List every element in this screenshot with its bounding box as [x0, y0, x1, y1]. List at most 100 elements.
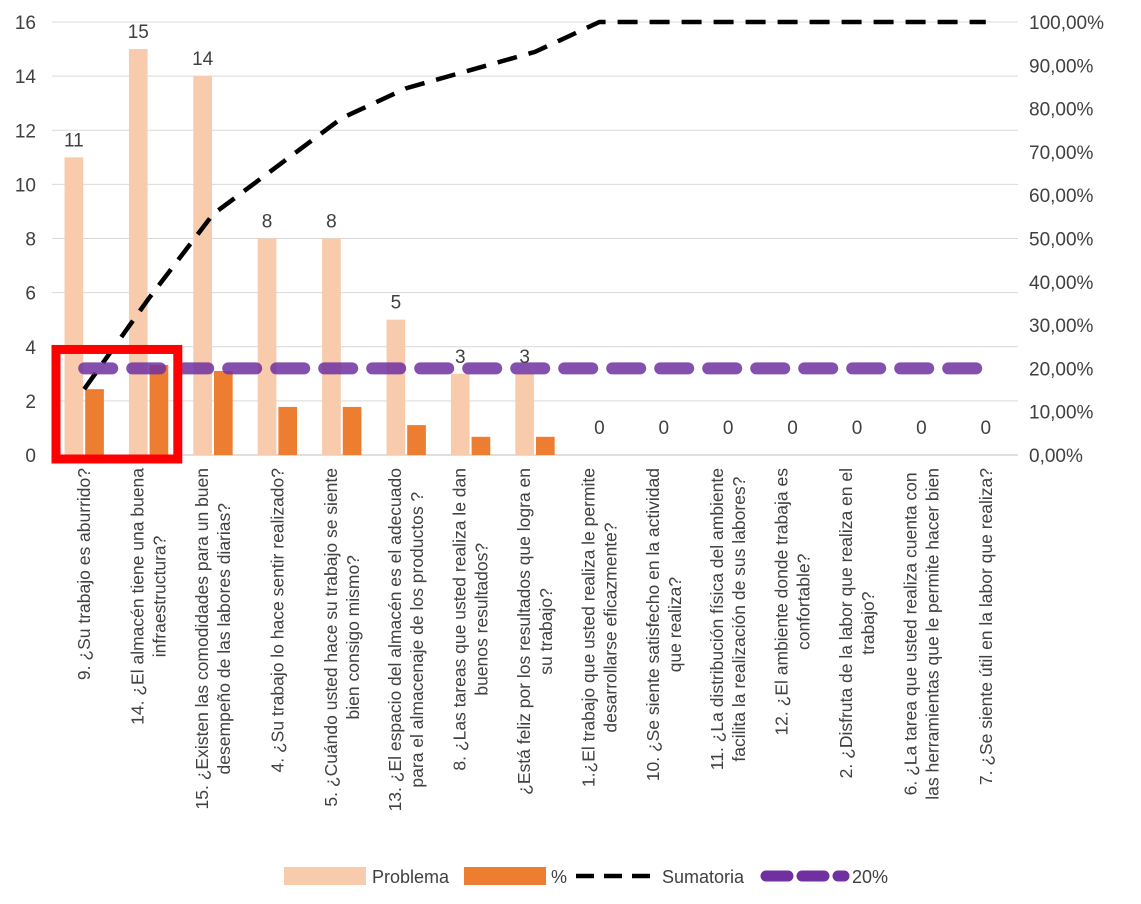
bar-problema-1 — [64, 157, 84, 455]
data-label-1: 11 — [64, 130, 84, 151]
category-label-8: ¿Está feliz por los resultados que logra… — [514, 468, 556, 795]
category-label-line: bien consigo mismo? — [343, 555, 363, 720]
bar-percent-6 — [407, 425, 426, 455]
right-tick-label: 80,00% — [1029, 100, 1094, 121]
highlight-box — [51, 344, 183, 464]
legend: Problema% Sumatoria 20% — [284, 867, 888, 887]
category-label-line: 7. ¿Se siente útil en la labor que reali… — [976, 468, 996, 785]
category-label-4: 4. ¿Su trabajo lo hace sentir realizado? — [267, 468, 287, 773]
category-label-line: 8. ¿Las tareas que usted realiza le dan — [450, 468, 470, 771]
right-tick-label: 70,00% — [1029, 143, 1094, 164]
category-label-line: 2. ¿Disfruta de la labor que realiza en … — [836, 468, 856, 778]
category-label-6: 13. ¿El espacio del almacén es el adecua… — [385, 468, 427, 811]
category-label-15: 7. ¿Se siente útil en la labor que reali… — [976, 468, 996, 785]
category-label-line: trabajo? — [858, 591, 878, 655]
bar-problema-6 — [386, 319, 406, 455]
sumatoria-line — [82, 19, 986, 391]
category-label-13: 2. ¿Disfruta de la labor que realiza en … — [836, 468, 878, 778]
bar-problema-7 — [450, 373, 470, 455]
right-tick-label: 20,00% — [1029, 359, 1094, 380]
data-label-4: 8 — [262, 212, 273, 233]
category-label-line: confortable? — [794, 553, 814, 650]
left-tick-label: 8 — [25, 230, 36, 251]
category-label-line: ¿Está feliz por los resultados que logra… — [514, 468, 534, 795]
category-label-line: 14. ¿El almacén tiene una buena — [128, 468, 148, 725]
bar-percent-7 — [471, 436, 491, 455]
right-axis-ticks: 0,00% 10,00% 20,00% 30,00% 40,00% 50,00% 60,00… — [1029, 13, 1104, 467]
series-lines — [78, 19, 992, 391]
bar-problema-3 — [193, 76, 212, 455]
right-tick-label: 90,00% — [1029, 56, 1094, 77]
category-label-line: desempeño de las labores diarias? — [214, 503, 234, 775]
category-label-12: 12. ¿El ambiente donde trabaja es confort… — [772, 468, 814, 736]
left-tick-label: 0 — [25, 446, 36, 467]
left-tick-label: 2 — [25, 392, 36, 413]
bar-problema-8 — [515, 373, 534, 455]
category-label-line: 1.¿El trabajo que usted realiza le permi… — [578, 468, 598, 787]
bar-problema-4 — [257, 238, 277, 455]
data-label-7: 3 — [455, 347, 466, 368]
category-label-line: 9. ¿Su trabajo es aburrido? — [74, 468, 94, 680]
legend-label-sumatoria: Sumatoria — [662, 867, 745, 887]
bar-percent-4 — [278, 406, 298, 455]
right-tick-label: 0,00% — [1029, 446, 1083, 467]
category-label-line: facilita la realización de sus labores? — [729, 476, 749, 761]
bar-percent-3 — [214, 370, 233, 455]
right-tick-label: 10,00% — [1029, 403, 1094, 424]
category-label-9: 1.¿El trabajo que usted realiza le permi… — [578, 468, 620, 787]
right-tick-label: 100,00% — [1029, 13, 1104, 34]
category-label-3: 15. ¿Existen las comodidades para un bue… — [192, 468, 234, 809]
category-label-line: 12. ¿El ambiente donde trabaja es — [772, 468, 792, 736]
category-label-line: 13. ¿El espacio del almacén es el adecua… — [385, 468, 405, 811]
category-label-10: 10. ¿Se siente satisfecho en la activida… — [643, 468, 685, 781]
category-label-line: su trabajo? — [536, 588, 556, 675]
category-label-5: 5. ¿Cuándo usted hace su trabajo se sien… — [321, 468, 363, 807]
data-label-14: 0 — [916, 418, 927, 439]
left-axis-ticks: 0 2 4 6 8 10 12 14 16 — [15, 13, 37, 467]
bar-problema-2 — [128, 49, 148, 455]
category-labels: 9. ¿Su trabajo es aburrido? 14. ¿El almac… — [74, 468, 996, 812]
left-tick-label: 6 — [25, 284, 36, 305]
category-label-line: 5. ¿Cuándo usted hace su trabajo se sien… — [321, 468, 341, 807]
category-label-2: 14. ¿El almacén tiene una buena infraestr… — [128, 468, 170, 725]
left-tick-label: 14 — [15, 67, 37, 88]
category-label-line: 15. ¿Existen las comodidades para un bue… — [192, 468, 212, 809]
category-label-1: 9. ¿Su trabajo es aburrido? — [74, 468, 94, 680]
data-label-3: 14 — [192, 49, 214, 70]
right-tick-label: 50,00% — [1029, 230, 1094, 251]
bar-percent-5 — [342, 406, 362, 455]
category-label-line: 4. ¿Su trabajo lo hace sentir realizado? — [267, 468, 287, 773]
bar-percent-8 — [536, 436, 555, 455]
right-tick-label: 30,00% — [1029, 316, 1094, 337]
category-label-7: 8. ¿Las tareas que usted realiza le dan b… — [450, 468, 492, 771]
bar-percent-2 — [149, 364, 169, 455]
category-label-line: 6. ¿La tarea que usted realiza cuenta co… — [900, 472, 920, 795]
left-tick-label: 4 — [25, 338, 36, 359]
category-label-line: que realiza? — [665, 577, 685, 673]
bar-problema-5 — [322, 238, 341, 455]
legend-swatch-percent — [464, 867, 546, 885]
data-label-11: 0 — [723, 418, 734, 439]
category-label-line: buenos resultados? — [472, 543, 492, 696]
right-tick-label: 40,00% — [1029, 273, 1094, 294]
data-label-5: 8 — [326, 212, 337, 233]
data-label-6: 5 — [391, 293, 402, 314]
left-tick-label: 16 — [15, 13, 36, 34]
legend-label-percent: % — [551, 867, 567, 887]
right-tick-label: 60,00% — [1029, 186, 1094, 207]
data-label-13: 0 — [852, 418, 863, 439]
category-label-line: 10. ¿Se siente satisfecho en la activida… — [643, 468, 663, 781]
percent-bars — [85, 364, 555, 455]
data-label-9: 0 — [594, 418, 605, 439]
category-label-line: 11. ¿La distribución física del ambiente — [707, 468, 727, 770]
bar-percent-1 — [85, 389, 104, 455]
category-label-line: para el almacenaje de los productos ? — [407, 492, 427, 788]
data-labels: 11 15 14 8 8 5 3 3 0 0 0 0 0 0 0 — [64, 22, 991, 439]
highlight-rectangle — [51, 344, 183, 464]
data-label-2: 15 — [128, 22, 149, 43]
category-label-line: desarrollarse eficazmente? — [600, 522, 620, 732]
category-label-line: infraestructura? — [150, 535, 170, 657]
category-label-11: 11. ¿La distribución física del ambiente… — [707, 468, 749, 770]
